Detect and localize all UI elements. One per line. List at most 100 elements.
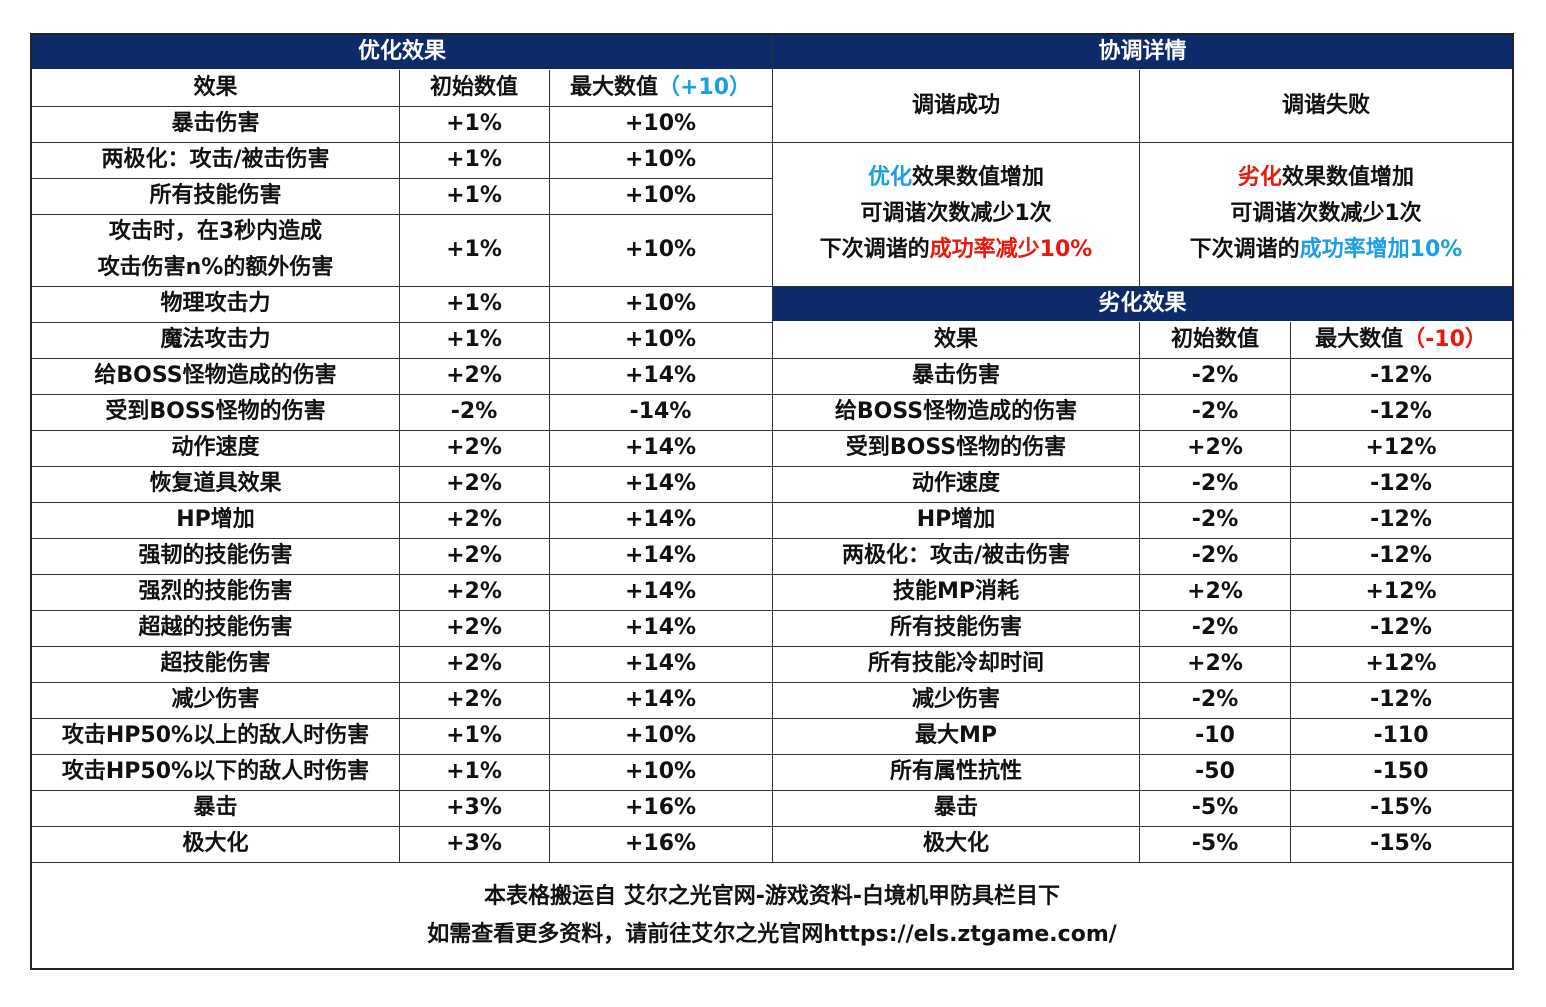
grid-hline: [773, 574, 1512, 575]
tuning-fail-desc: 劣化效果数值增加 可调谐次数减少1次 下次调谐的成功率增加10%: [1140, 142, 1512, 286]
grid-hline: [32, 466, 772, 467]
degrade-max-cell: -12%: [1370, 507, 1432, 532]
optimize-max-cell: +10%: [624, 147, 697, 172]
optimize-max-cell: +16%: [624, 831, 697, 856]
success-line2: 可调谐次数减少1次: [860, 201, 1052, 226]
optimize-initial-cell: +2%: [446, 471, 502, 496]
optimize-effect-cell: 攻击HP50%以下的敌人时伤害: [61, 759, 370, 784]
grid-hline: [32, 430, 772, 431]
optimize-effect-cell: 减少伤害: [171, 687, 260, 712]
grid-hline: [773, 466, 1512, 467]
degrade-header-max-suffix: （-10）: [1403, 327, 1487, 352]
optimize-max-cell: +10%: [624, 291, 697, 316]
grid-hline: [773, 610, 1512, 611]
degrade-max-cell: -12%: [1370, 615, 1432, 640]
optimize-initial-cell: +1%: [446, 183, 502, 208]
optimize-max-cell: +10%: [624, 723, 697, 748]
optimize-max-cell: +14%: [624, 651, 697, 676]
degrade-effect-cell: 所有技能伤害: [889, 615, 1022, 640]
degrade-initial-cell: -2%: [1191, 399, 1239, 424]
grid-hline: [773, 430, 1512, 431]
degrade-max-cell: +12%: [1365, 435, 1437, 460]
grid-hline: [32, 106, 772, 107]
grid-hline: [32, 718, 772, 719]
optimize-max-cell: +14%: [624, 687, 697, 712]
optimize-max-cell: +16%: [624, 795, 697, 820]
grid-hline: [32, 178, 772, 179]
grid-hline: [32, 574, 772, 575]
tuning-fail-label: 调谐失败: [1281, 93, 1370, 118]
optimize-max-cell: +14%: [624, 363, 697, 388]
degrade-effect-cell: 所有技能冷却时间: [867, 651, 1044, 676]
degrade-initial-cell: -2%: [1191, 615, 1239, 640]
tuning-title: 协调详情: [773, 35, 1512, 69]
table-frame: [30, 33, 1514, 970]
degrade-initial-cell: -2%: [1191, 471, 1239, 496]
optimize-max-cell: +10%: [624, 183, 697, 208]
grid-vline: [399, 70, 400, 862]
grid-hline: [32, 142, 772, 143]
fail-rate-increase: 成功率增加10%: [1299, 237, 1463, 262]
grid-hline: [32, 646, 772, 647]
degrade-initial-cell: -2%: [1191, 363, 1239, 388]
optimize-initial-cell: +2%: [446, 615, 502, 640]
degrade-header-initial: 初始数值: [1170, 327, 1259, 352]
grid-hline: [773, 790, 1512, 791]
fail-highlight-degrade: 劣化: [1237, 165, 1282, 190]
grid-vline: [549, 70, 550, 862]
optimize-max-cell: +10%: [624, 759, 697, 784]
optimize-initial-cell: +2%: [446, 507, 502, 532]
optimize-effect-cell: 受到BOSS怪物的伤害: [105, 399, 326, 424]
degrade-effect-cell: 给BOSS怪物造成的伤害: [834, 399, 1078, 424]
optimize-initial-cell: +1%: [446, 111, 502, 136]
optimize-effect-line2: 攻击伤害n%的额外伤害: [97, 255, 334, 280]
optimize-effect-cell: 超越的技能伤害: [138, 615, 293, 640]
optimize-effect-cell: 给BOSS怪物造成的伤害: [94, 363, 337, 388]
degrade-effect-cell: HP增加: [916, 507, 996, 532]
grid-hline: [32, 754, 772, 755]
degrade-effect-cell: 暴击: [933, 795, 978, 820]
grid-vline: [1139, 322, 1140, 862]
degrade-effect-cell: 受到BOSS怪物的伤害: [845, 435, 1067, 460]
optimize-initial-cell: +2%: [446, 579, 502, 604]
degrade-effect-cell: 暴击伤害: [911, 363, 1000, 388]
degrade-initial-cell: -2%: [1191, 507, 1239, 532]
degrade-initial-cell: +2%: [1187, 651, 1243, 676]
optimize-effect-cell: 动作速度: [171, 435, 260, 460]
degrade-max-cell: -15%: [1370, 831, 1432, 856]
optimize-initial-cell: +1%: [446, 759, 502, 784]
grid-hline: [32, 682, 772, 683]
grid-hline: [773, 394, 1512, 395]
optimize-effect-cell: 攻击时，在3秒内造成 攻击伤害n%的额外伤害: [32, 214, 399, 286]
optimize-max-cell: +10%: [624, 111, 697, 136]
grid-hline: [773, 826, 1512, 827]
success-line3-pre: 下次调谐的: [819, 237, 930, 262]
degrade-effect-cell: 减少伤害: [911, 687, 1000, 712]
optimize-max-cell: +14%: [624, 543, 697, 568]
grid-hline: [773, 142, 1512, 143]
grid-hline: [32, 394, 772, 395]
degrade-max-cell: +12%: [1365, 651, 1437, 676]
grid-hline: [32, 286, 772, 287]
footer-website-note: 如需查看更多资料，请前往艾尔之光官网https://els.ztgame.com…: [427, 922, 1117, 947]
optimize-effect-cell: 两极化：攻击/被击伤害: [101, 147, 330, 172]
grid-hline: [773, 754, 1512, 755]
degrade-effect-cell: 最大MP: [914, 723, 998, 748]
optimize-initial-cell: -2%: [450, 399, 498, 424]
degrade-max-cell: -12%: [1370, 363, 1432, 388]
degrade-initial-cell: -2%: [1191, 543, 1239, 568]
optimize-header-max-suffix: （+10）: [657, 75, 752, 100]
grid-vline: [1290, 322, 1291, 862]
optimize-initial-cell: +3%: [446, 795, 502, 820]
degrade-header-effect: 效果: [933, 327, 978, 352]
fail-line1-text: 效果数值增加: [1282, 165, 1415, 190]
success-highlight-optimize: 优化: [867, 165, 912, 190]
grid-hline: [32, 538, 772, 539]
optimize-header-max: 最大数值 （+10）: [549, 70, 772, 106]
optimize-initial-cell: +1%: [446, 147, 502, 172]
degrade-initial-cell: +2%: [1187, 435, 1243, 460]
degrade-header-max-label: 最大数值: [1315, 327, 1404, 352]
optimize-initial-cell: +1%: [446, 723, 502, 748]
optimize-max-cell: +10%: [624, 327, 697, 352]
optimize-effect-cell: 超技能伤害: [160, 651, 271, 676]
